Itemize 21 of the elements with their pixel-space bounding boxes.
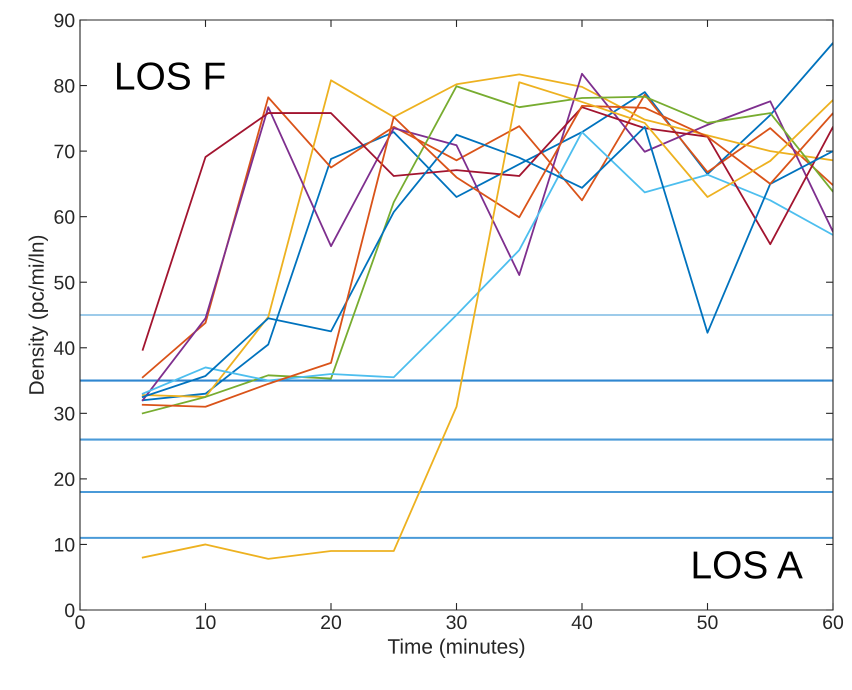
x-tick-label: 0 [75,615,85,630]
x-tick-label: 40 [572,615,592,630]
y-tick-label: 70 [54,144,74,158]
y-tick-label: 30 [54,406,74,421]
y-tick-label: 10 [54,538,74,552]
x-tick-label: 30 [446,615,467,630]
annotation: LOS F [117,62,225,90]
y-tick-label: 50 [54,276,74,290]
y-tick-label: 20 [54,472,74,486]
y-tick-label: 0 [65,603,74,618]
x-tick-label: 50 [697,615,718,630]
y-tick-label: 60 [54,210,74,224]
x-tick-label: 60 [823,615,844,630]
x-tick-label: 10 [196,615,216,630]
y-axis-title: Density (pc/mi/ln) [28,236,48,394]
y-tick-label: 90 [54,13,74,28]
x-tick-label: 20 [321,615,342,630]
annotation: LOS A [694,551,803,579]
x-axis-title: Time (minutes) [388,638,524,658]
y-tick-label: 80 [54,79,74,93]
y-tick-label: 40 [54,341,74,356]
